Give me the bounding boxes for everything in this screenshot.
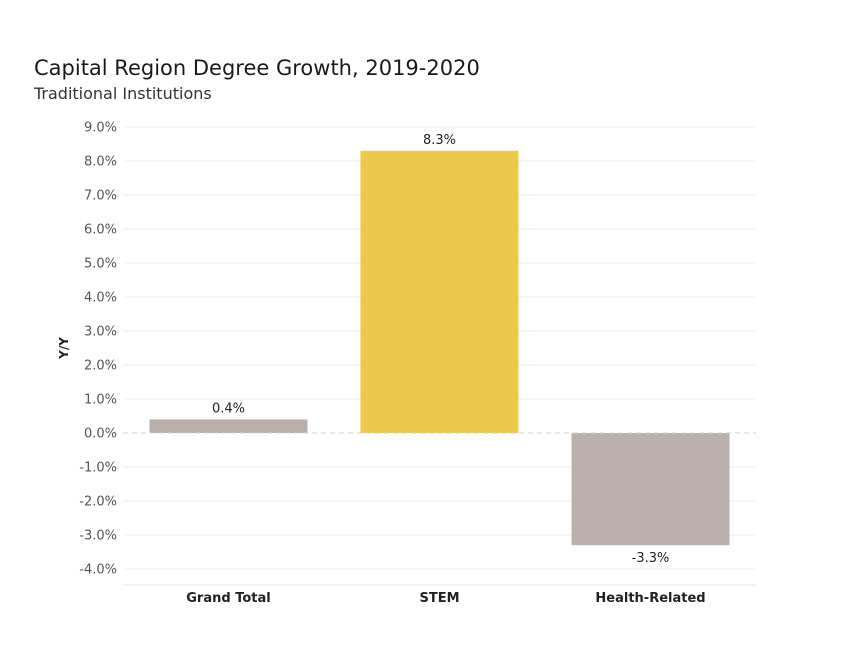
y-tick-label: -4.0% [79, 563, 117, 578]
x-category-label: Health-Related [595, 591, 705, 606]
chart-title: Capital Region Degree Growth, 2019-2020 [34, 56, 480, 80]
bar-grand-total [149, 419, 308, 433]
y-axis-label: Y/Y [57, 337, 71, 360]
x-category-label: Grand Total [186, 591, 270, 606]
y-tick-label: -2.0% [79, 495, 117, 510]
y-tick-label: 6.0% [84, 223, 117, 238]
data-labels: 0.4% 8.3% -3.3% [212, 133, 669, 566]
data-label: -3.3% [632, 551, 670, 566]
y-tick-label: -1.0% [79, 461, 117, 476]
bar-health-related [571, 433, 730, 546]
data-label: 0.4% [212, 401, 245, 416]
y-tick-label: 0.0% [84, 427, 117, 442]
y-tick-label: 1.0% [84, 393, 117, 408]
x-axis-categories: Grand Total STEM Health-Related [186, 591, 705, 606]
y-axis-ticks: 9.0% 8.0% 7.0% 6.0% 5.0% 4.0% 3.0% 2.0% 1.0% 0.0%… [79, 121, 117, 578]
y-tick-label: 9.0% [84, 121, 117, 136]
y-tick-label: 2.0% [84, 359, 117, 374]
y-tick-label: 3.0% [84, 325, 117, 340]
chart-subtitle: Traditional Institutions [34, 84, 212, 103]
bar-stem [360, 150, 519, 434]
y-tick-label: 4.0% [84, 291, 117, 306]
y-tick-label: 7.0% [84, 189, 117, 204]
y-tick-label: -3.0% [79, 529, 117, 544]
y-tick-label: 5.0% [84, 257, 117, 272]
x-category-label: STEM [419, 591, 459, 606]
data-label: 8.3% [423, 133, 456, 148]
bars [149, 150, 730, 546]
y-tick-label: 8.0% [84, 155, 117, 170]
